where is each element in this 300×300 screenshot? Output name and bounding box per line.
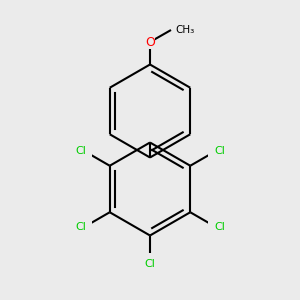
Text: Cl: Cl [145,259,155,269]
Text: Cl: Cl [75,221,86,232]
Text: Cl: Cl [214,221,225,232]
Text: Cl: Cl [75,146,86,157]
Text: Cl: Cl [214,146,225,157]
Text: O: O [145,35,155,49]
Text: CH₃: CH₃ [176,25,195,35]
